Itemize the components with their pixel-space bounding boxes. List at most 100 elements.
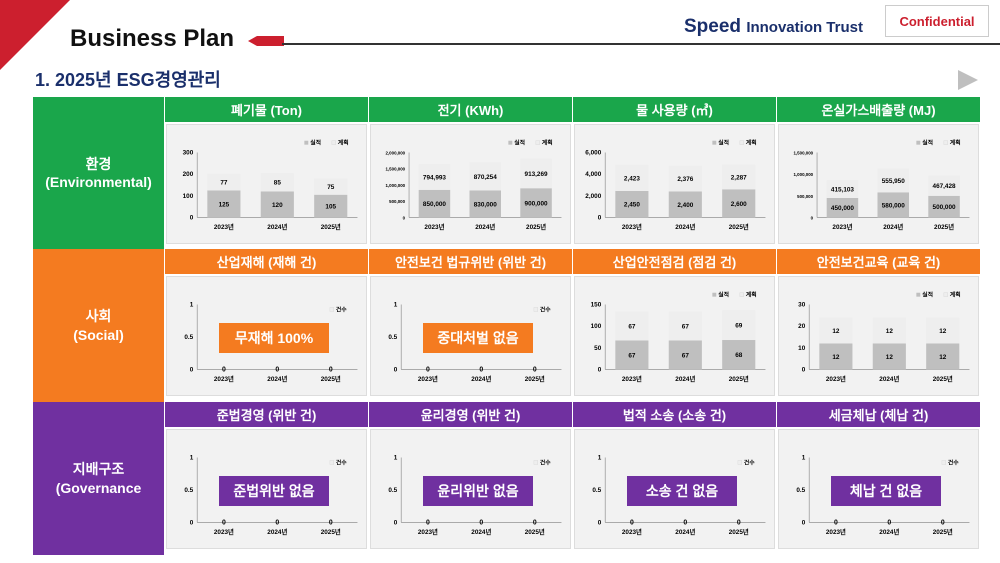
bar-value-label: 0 [275,519,279,526]
bar-value-label: 0 [941,519,945,526]
chart-panel: 0 0.5 1 2023년 0 2024년 0 2025년 0 건수 소송 건 없음 [574,429,775,549]
x-tick-label: 2023년 [622,527,642,536]
legend-label-plan: 계획 [542,139,553,147]
legend-swatch-actual [304,140,309,145]
legend-swatch-plan [535,140,540,145]
bar-value-label: 555,950 [882,178,905,185]
x-tick-label: 2023년 [214,527,234,536]
y-tick-label: 0 [802,366,806,373]
bar-plan [314,178,348,195]
x-tick-label: 2025년 [321,222,341,231]
bar-value-label: 794,993 [423,174,446,181]
legend-swatch [533,307,539,312]
bar-plan [928,175,960,196]
y-tick-label: 0.5 [388,334,397,341]
column-header: 윤리경영 (위반 건) [368,402,572,427]
y-tick-label: 1 [190,302,194,309]
y-tick-label: 1 [598,455,602,462]
bar-value-label: 85 [274,180,282,187]
bar-plan [819,317,853,344]
section-name-en: (Social) [73,326,124,343]
x-tick-label: 2025년 [933,527,953,536]
bar-value-label: 450,000 [831,205,854,212]
y-tick-label: 0 [190,214,194,221]
y-tick-label: 0 [598,214,602,221]
bar-actual [926,343,960,370]
bar-value-label: 0 [533,366,537,373]
bar-value-label: 125 [219,201,230,208]
y-tick-label: 500,000 [797,194,813,199]
y-tick-label: 0 [802,519,806,526]
x-tick-label: 2024년 [267,222,287,231]
legend-label-actual: 실적 [310,139,321,147]
bar-plan [722,310,756,341]
bar-value-label: 0 [737,519,741,526]
section-subtitle: 1. 2025년 ESG경영관리 [35,70,221,90]
legend-swatch-actual [508,140,513,145]
chart-panel: 0 0.5 1 2023년 0 2024년 0 2025년 0 건수 체납 건 없음 [778,429,979,549]
x-tick-label: 2025년 [526,222,546,231]
bar-plan [520,158,552,189]
header-divider [282,43,1000,45]
bar-value-label: 415,103 [831,186,854,193]
stacked-bar-chart: 0 50 100 150 2023년 67 67 2024년 67 67 2025년 68 69 실적 계획 [591,291,766,383]
bar-plan [469,162,501,191]
chart-panel: 0 0.5 1 2023년 0 2024년 0 2025년 0 건수 준법위반 없음 [166,429,367,549]
x-tick-label: 2023년 [214,374,234,383]
chart-panel: 0 0.5 1 2023년 0 2024년 0 2025년 0 건수 중대처벌 없음 [370,276,571,396]
bar-actual [722,189,756,218]
bar-value-label: 12 [939,328,947,335]
bar-actual [469,190,501,218]
section-label: 환경 (Environmental) [33,97,164,249]
bar-value-label: 500,000 [933,204,956,211]
stacked-bar-chart: 0 100 200 300 2023년 125 77 2024년 120 85 2025년 105 75… [183,139,358,231]
x-tick-label: 2025년 [729,222,749,231]
bar-plan [260,173,294,192]
x-tick-label: 2025년 [525,527,545,536]
y-tick-label: 0.5 [388,487,397,494]
column-header: 안전보건 법규위반 (위반 건) [368,249,572,274]
bar-value-label: 0 [683,519,687,526]
legend-swatch-plan [331,140,336,145]
y-tick-label: 150 [591,302,602,309]
legend-label-plan: 계획 [950,291,961,299]
column-header: 법적 소송 (소송 건) [572,402,776,427]
status-note: 중대처벌 없음 [423,323,533,353]
y-tick-label: 1,000,000 [793,172,813,177]
bar-value-label: 913,269 [525,171,548,178]
legend-label: 건수 [540,458,551,466]
bar-value-label: 12 [886,354,894,361]
status-note: 체납 건 없음 [831,476,941,506]
bar-actual [819,343,853,370]
bar-plan [207,173,241,191]
x-tick-label: 2024년 [883,222,903,231]
chart-panel: 0 50 100 150 2023년 67 67 2024년 67 67 2025년 68 69 실적 계획 [574,276,775,396]
status-note: 윤리위반 없음 [423,476,533,506]
y-tick-label: 0 [394,366,398,373]
stacked-bar-chart: 0 500,000 1,000,000 1,500,000 2,000,000 2023년… [385,139,562,231]
chart-panel: 0 10 20 30 2023년 12 12 2024년 12 12 2025년 12 12 실적 계획 [778,276,979,396]
bar-value-label: 12 [832,328,840,335]
bar-value-label: 0 [329,366,333,373]
bar-value-label: 75 [327,184,335,191]
section-name: 환경 [85,155,112,172]
bar-plan [668,311,702,341]
bar-value-label: 0 [329,519,333,526]
bar-value-label: 0 [426,519,430,526]
title-arrow-icon [248,36,284,46]
play-icon[interactable] [958,70,978,90]
bar-value-label: 120 [272,202,283,209]
legend-swatch-actual [712,292,717,297]
bar-plan [722,164,756,190]
legend-swatch-plan [943,292,948,297]
y-tick-label: 0 [190,519,194,526]
x-tick-label: 2024년 [675,527,695,536]
brand-logo: Speed Innovation Trust [684,16,863,38]
y-tick-label: 200 [183,171,194,178]
legend-label-plan: 계획 [746,139,757,147]
column-header: 산업안전점검 (점검 건) [572,249,776,274]
y-tick-label: 0.5 [796,487,805,494]
x-tick-label: 2025년 [321,527,341,536]
bar-value-label: 830,000 [474,201,497,208]
